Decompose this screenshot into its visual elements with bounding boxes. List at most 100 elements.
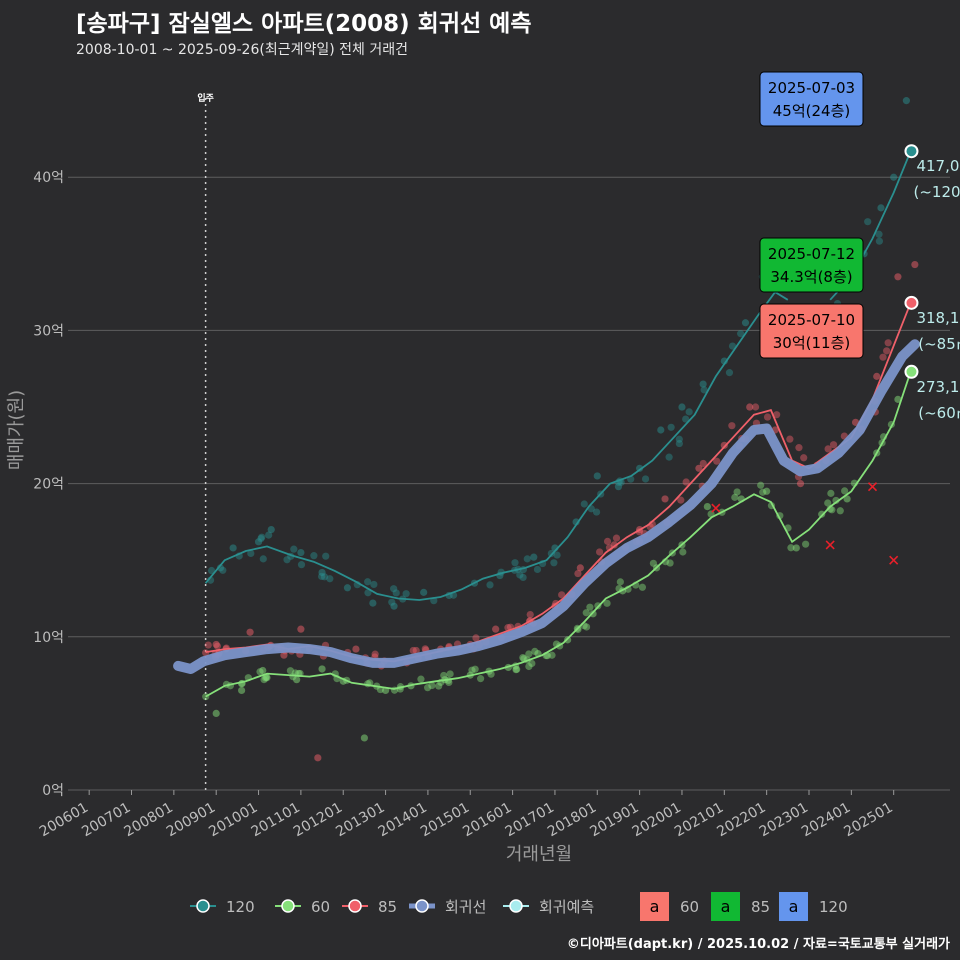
endpoint-value-label: 417,000 [916, 157, 960, 175]
endpoint-120 [904, 144, 919, 159]
anomaly-mark [825, 540, 835, 550]
scatter-point-85 [246, 628, 254, 636]
scatter-point-120 [516, 571, 524, 579]
scatter-point-120 [685, 408, 693, 416]
scatter-point-60 [513, 665, 521, 673]
scatter-point-60 [548, 651, 556, 659]
regression-line [173, 339, 920, 674]
scatter-point-120 [369, 599, 377, 607]
scatter-point-120 [310, 552, 318, 560]
annotation-date: 2025-07-10 [768, 311, 855, 329]
scatter-point-120 [519, 573, 527, 582]
scatter-point-85 [720, 441, 728, 449]
legend-box-letter: a [789, 897, 799, 916]
legend-point-swatch [415, 899, 429, 913]
scatter-point-60 [638, 583, 647, 591]
legend-box-letter: a [650, 897, 660, 916]
x-tick-label: 202501 [841, 800, 895, 841]
scatter-point-120 [326, 575, 334, 583]
y-tick-label: 0억 [42, 783, 64, 799]
y-axis-title: 매매가(원) [6, 390, 27, 470]
scatter-point-85 [894, 273, 902, 281]
scatter-point-85 [412, 646, 420, 655]
scatter-point-85 [314, 754, 322, 762]
endpoint-85 [904, 295, 919, 310]
scatter-point-120 [259, 555, 267, 563]
scatter-point-60 [787, 544, 795, 552]
legend-label: 85 [378, 898, 397, 916]
legend-label: 60 [311, 898, 330, 916]
scatter-point-60 [471, 665, 479, 673]
scatter-point-120 [267, 525, 275, 534]
scatter-point-85 [574, 569, 582, 578]
scatter-point-120 [741, 319, 750, 327]
scatter-point-60 [435, 682, 443, 690]
scatter-point-85 [472, 634, 480, 642]
y-tick-label: 40억 [33, 170, 64, 186]
scatter-point-60 [616, 578, 624, 586]
endpoint-area-label: (~120㎡) [914, 183, 960, 201]
scatter-point-60 [512, 666, 520, 674]
legend-point-swatch [509, 899, 523, 913]
scatter-point-85 [879, 353, 887, 361]
legend-box-swatch [711, 892, 740, 921]
scatter-point-60 [836, 507, 844, 515]
annotation-date: 2025-07-12 [768, 245, 855, 263]
scatter-point-60 [446, 670, 454, 678]
legend-box-letter: a [721, 897, 731, 916]
x-axis-title: 거래년월 [506, 844, 572, 865]
scatter-point-120 [265, 531, 273, 539]
scatter-point-60 [802, 540, 810, 548]
scatter-point-60 [318, 665, 326, 673]
y-tick-label: 10억 [33, 630, 64, 646]
scatter-point-120 [247, 549, 255, 558]
scatter-point-60 [763, 487, 771, 495]
scatter-point-120 [593, 472, 601, 480]
scatter-point-120 [675, 439, 683, 448]
scatter-point-60 [476, 675, 485, 683]
scatter-point-120 [580, 500, 588, 508]
scatter-point-60 [212, 709, 220, 718]
legend-box-label: 85 [751, 898, 770, 916]
anomaly-mark [889, 555, 899, 565]
scatter-point-60 [703, 502, 711, 511]
scatter-point-60 [261, 674, 270, 682]
scatter-point-60 [525, 662, 533, 671]
scatter-point-85 [800, 454, 808, 462]
scatter-point-120 [290, 545, 298, 553]
scatter-point-85 [746, 403, 754, 411]
scatter-point-85 [558, 591, 566, 599]
scatter-point-120 [700, 386, 708, 394]
legend-box-swatch [779, 892, 808, 921]
scatter-point-120 [216, 564, 225, 572]
scatter-point-120 [254, 538, 263, 546]
scatter-point-85 [526, 610, 534, 619]
scatter-point-120 [864, 218, 872, 226]
scatter-point-120 [657, 426, 665, 434]
scatter-point-85 [371, 650, 379, 658]
annotation-box-bg [759, 237, 864, 293]
annotation-date: 2025-07-03 [768, 79, 855, 97]
annotation-box-bg [759, 71, 864, 127]
scatter-point-120 [675, 435, 683, 443]
scatter-point-120 [533, 565, 542, 574]
scatter-point-120 [390, 602, 398, 610]
scatter-point-60 [238, 686, 246, 695]
scatter-point-85 [576, 564, 584, 572]
scatter-point-120 [737, 330, 745, 338]
scatter-point-120 [297, 548, 305, 557]
scatter-point-120 [725, 369, 734, 377]
scatter-point-60 [528, 659, 536, 668]
annotation-box-85: 2025-07-12 34.3억(8층) [759, 237, 864, 293]
legend-label: 회귀예측 [539, 898, 594, 916]
scatter-point-85 [595, 548, 604, 556]
scatter-point-85 [603, 537, 612, 545]
scatter-point-60 [826, 505, 834, 513]
scatter-point-120 [877, 204, 885, 212]
scatter-layer [202, 97, 919, 762]
scatter-point-120 [364, 578, 372, 586]
scatter-point-60 [286, 667, 295, 675]
scatter-point-60 [360, 734, 368, 742]
scatter-point-85 [204, 641, 212, 649]
